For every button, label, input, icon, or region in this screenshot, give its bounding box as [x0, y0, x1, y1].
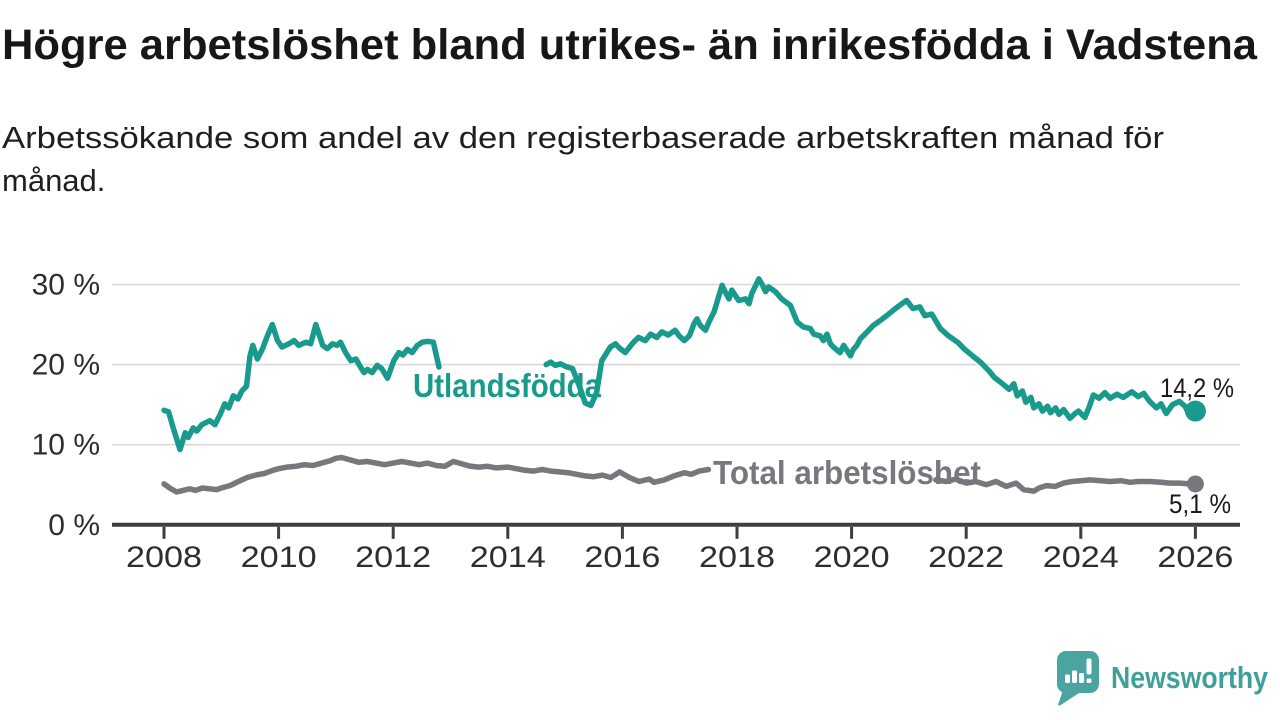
- logo-exclamation-bar: [1086, 658, 1092, 675]
- y-axis-tick-label: 30 %: [32, 269, 100, 302]
- y-axis-tick-label: 20 %: [32, 349, 100, 382]
- series-label-total-arbetsloshet: Total arbetslöshet: [713, 454, 981, 491]
- x-axis-tick-label: 2008: [126, 541, 202, 574]
- newsworthy-logo: Newsworthy: [1057, 651, 1269, 706]
- x-axis-tick-label: 2022: [928, 541, 1004, 574]
- x-axis-tick-label: 2016: [584, 541, 660, 574]
- x-axis-tick-label: 2012: [355, 541, 431, 574]
- page-subtitle-line2: månad.: [2, 163, 105, 198]
- y-axis-tick-label: 10 %: [32, 429, 100, 462]
- logo-bubble: [1057, 651, 1099, 693]
- x-axis-tick-label: 2014: [470, 541, 546, 574]
- x-axis-tick-label: 2026: [1157, 541, 1233, 574]
- chart-annotations: Utlandsfödda Total arbetslöshet 14,2 % 5…: [413, 367, 1234, 519]
- x-axis-tick-label: 2024: [1043, 541, 1119, 574]
- x-axis-tick-label: 2018: [699, 541, 775, 574]
- series-end-dot: [1186, 475, 1204, 493]
- page-title: Högre arbetslöshet bland utrikes- än inr…: [2, 21, 1258, 69]
- series-line-utlandsf-dda: [543, 276, 1199, 422]
- series-line-total-arbetsl-shet: [933, 476, 1199, 494]
- logo-bar-3: [1079, 673, 1084, 683]
- logo-bar-1: [1065, 674, 1070, 683]
- end-value-label-total-arbetsloshet: 5,1 %: [1169, 489, 1231, 519]
- end-value-label-utlandsfodda: 14,2 %: [1160, 373, 1234, 403]
- logo-bar-2: [1072, 670, 1077, 683]
- newsworthy-wordmark: Newsworthy: [1111, 660, 1269, 695]
- logo-bubble-tail: [1058, 690, 1079, 706]
- x-axis-tick-label: 2010: [241, 541, 317, 574]
- logo-exclamation-dot: [1086, 678, 1092, 683]
- line-chart-plot-area: 0 % 10 % 20 % 30 % 2008 2010 2012 2014 2016 2018 2…: [32, 269, 1240, 574]
- series-line-total-arbetsl-shet: [161, 454, 712, 495]
- newsworthy-bubble-chart-icon: [1057, 651, 1099, 706]
- series-line-utlandsf-dda: [161, 321, 442, 453]
- series-end-dot: [1184, 400, 1206, 422]
- series-label-utlandsfodda: Utlandsfödda: [413, 367, 602, 404]
- page-subtitle-line1: Arbetssökande som andel av den registerb…: [2, 120, 1164, 155]
- x-axis-tick-label: 2020: [814, 541, 890, 574]
- y-axis-tick-label: 0 %: [48, 509, 100, 542]
